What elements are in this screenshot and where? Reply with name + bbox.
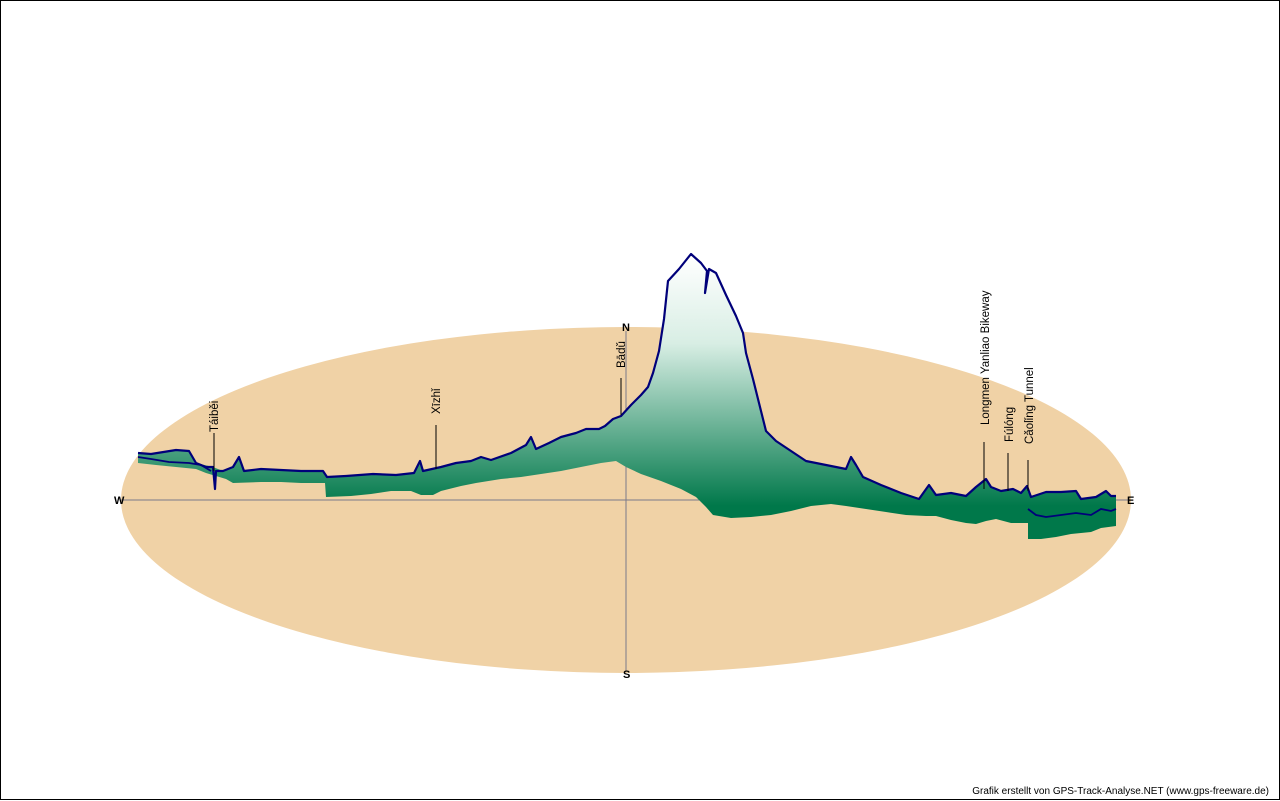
label-longmen-yanliao-bikeway: Longmen Yanliao Bikeway: [980, 290, 992, 425]
compass-east: E: [1127, 495, 1134, 507]
place-markers: [213, 378, 1029, 491]
compass-west: W: [114, 495, 125, 507]
label-taibei: Táiběi: [209, 401, 221, 432]
track-line-return-east: [1027, 508, 1117, 518]
track-line-top: [137, 252, 1116, 501]
credit-text: Grafik erstellt von GPS-Track-Analyse.NE…: [972, 786, 1269, 797]
compass-north: N: [622, 322, 630, 334]
label-badu: Bādǔ: [616, 341, 628, 368]
label-fulong: Fúlóng: [1004, 407, 1016, 442]
label-caoling-tunnel: Cǎolǐng Tunnel: [1024, 367, 1036, 444]
elevation-wall: [138, 254, 1116, 539]
track-line-return-west: [137, 456, 212, 472]
compass-south: S: [623, 669, 630, 681]
label-xizhi: Xīzhǐ: [431, 387, 443, 414]
